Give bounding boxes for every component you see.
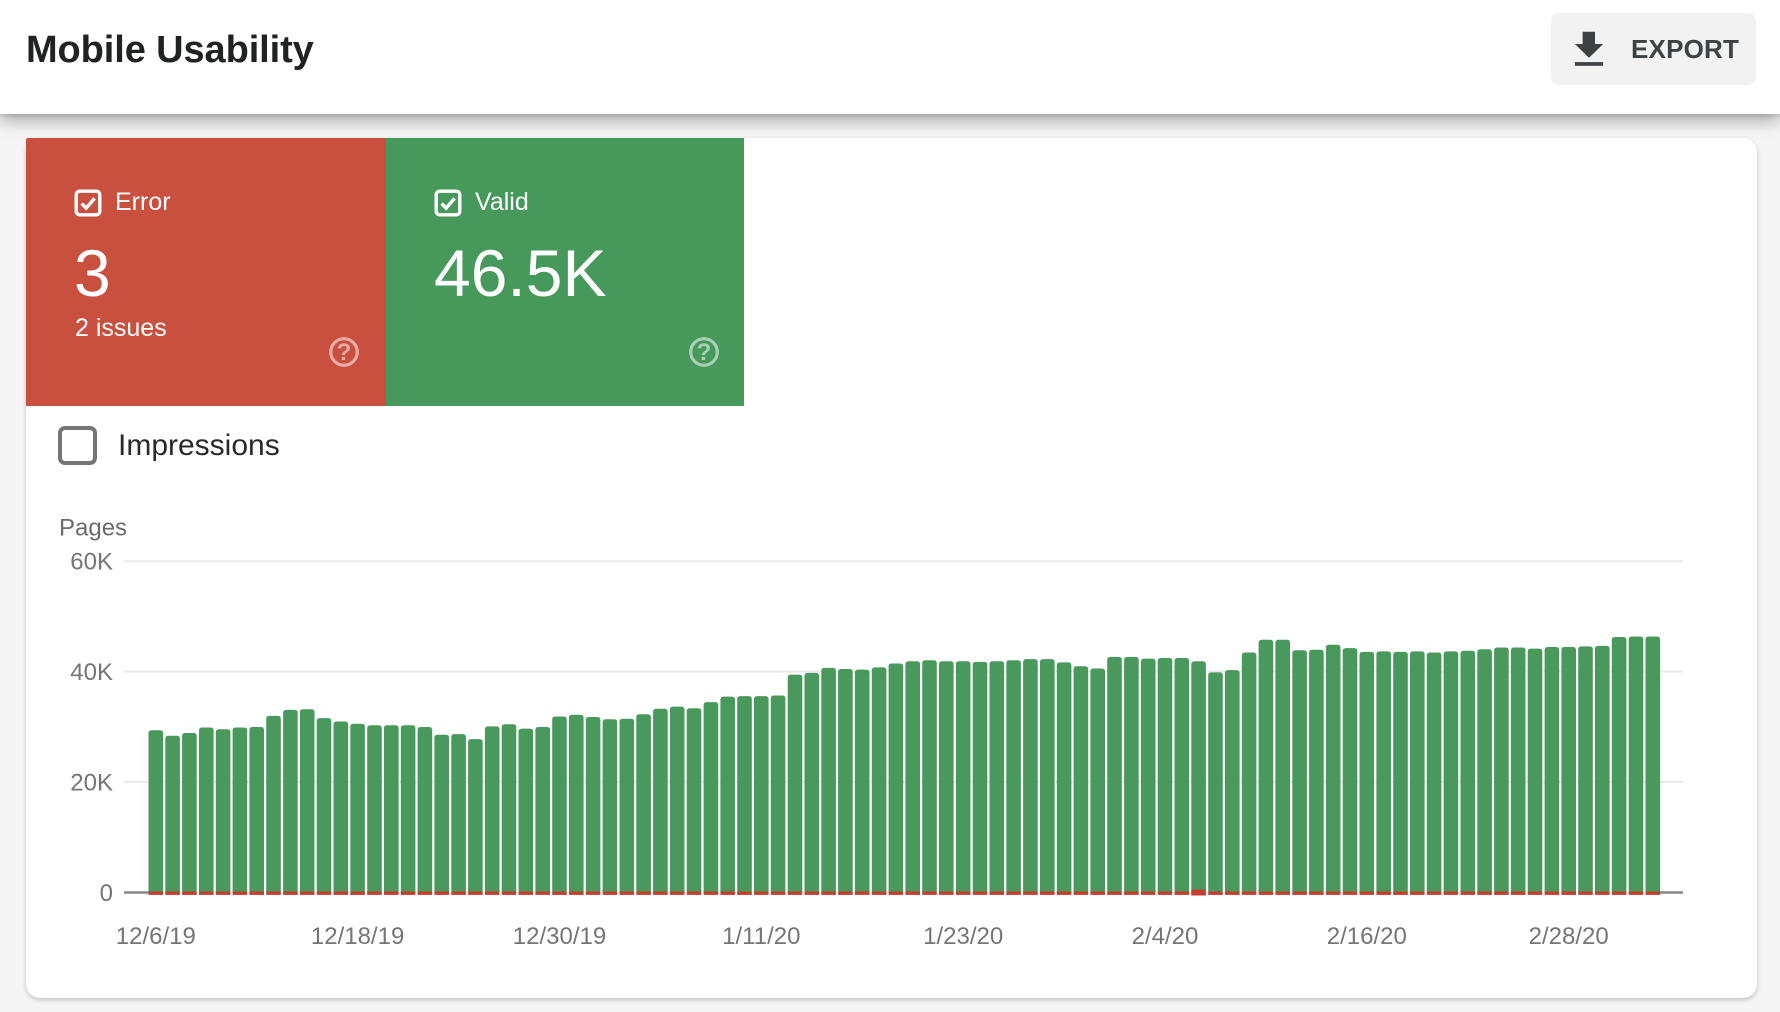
svg-text:40K: 40K	[70, 659, 113, 686]
svg-text:?: ?	[337, 339, 352, 366]
svg-text:12/6/19: 12/6/19	[116, 923, 196, 950]
svg-text:?: ?	[697, 339, 712, 366]
svg-text:2/28/20: 2/28/20	[1529, 923, 1609, 950]
svg-text:12/30/19: 12/30/19	[513, 923, 606, 950]
svg-text:1/11/20: 1/11/20	[722, 923, 800, 950]
svg-text:12/18/19: 12/18/19	[311, 923, 404, 950]
svg-text:2/16/20: 2/16/20	[1327, 923, 1407, 950]
svg-text:60K: 60K	[70, 549, 113, 576]
svg-text:2/4/20: 2/4/20	[1132, 923, 1199, 950]
svg-text:Pages: Pages	[59, 515, 127, 542]
svg-text:1/23/20: 1/23/20	[923, 923, 1003, 950]
svg-text:0: 0	[100, 880, 113, 907]
svg-text:20K: 20K	[70, 769, 113, 796]
